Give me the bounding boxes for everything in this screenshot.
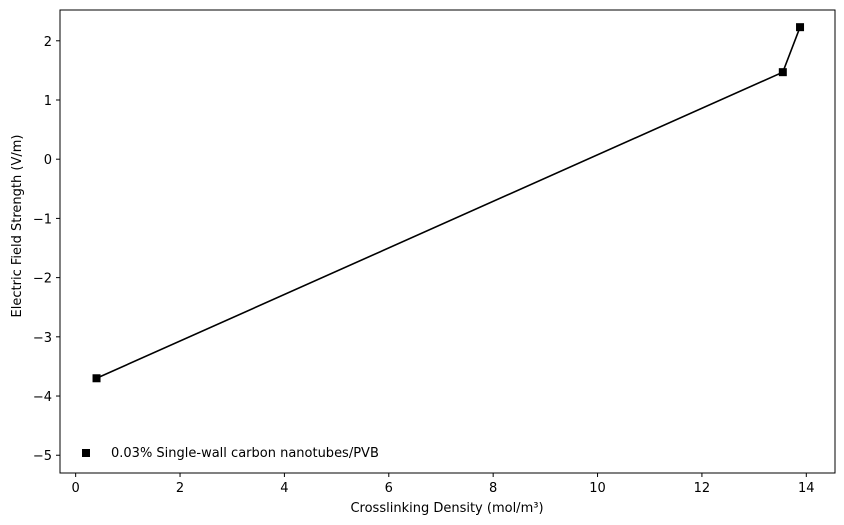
- data-point: [778, 68, 787, 77]
- y-tick-label: −3: [33, 331, 52, 346]
- x-tick-label: 6: [385, 481, 393, 496]
- y-tick-label: 2: [44, 35, 52, 50]
- y-tick-label: −2: [33, 272, 52, 287]
- legend-label: 0.03% Single-wall carbon nanotubes/PVB: [111, 446, 379, 461]
- plot-frame: [59, 9, 836, 474]
- data-point: [92, 374, 101, 383]
- y-axis-label: Electric Field Strength (V/m): [10, 135, 25, 318]
- legend-marker: [82, 449, 90, 457]
- y-tick-label: −5: [33, 449, 52, 464]
- x-tick-label: 8: [489, 481, 497, 496]
- x-tick-label: 2: [176, 481, 184, 496]
- series-line: [96, 26, 801, 380]
- plot-area: [92, 23, 805, 383]
- x-tick-label: 12: [694, 481, 711, 496]
- y-tick-label: −1: [33, 212, 52, 227]
- data-point: [796, 23, 805, 32]
- x-axis-label: Crosslinking Density (mol/m³): [350, 501, 543, 516]
- y-tick-label: 0: [44, 153, 52, 168]
- x-tick-label: 0: [72, 481, 80, 496]
- x-tick-label: 10: [589, 481, 606, 496]
- x-tick-label: 14: [798, 481, 815, 496]
- y-tick-label: −4: [33, 390, 52, 405]
- legend: 0.03% Single-wall carbon nanotubes/PVB: [82, 446, 379, 461]
- x-tick-label: 4: [280, 481, 288, 496]
- y-tick-label: 1: [44, 94, 52, 109]
